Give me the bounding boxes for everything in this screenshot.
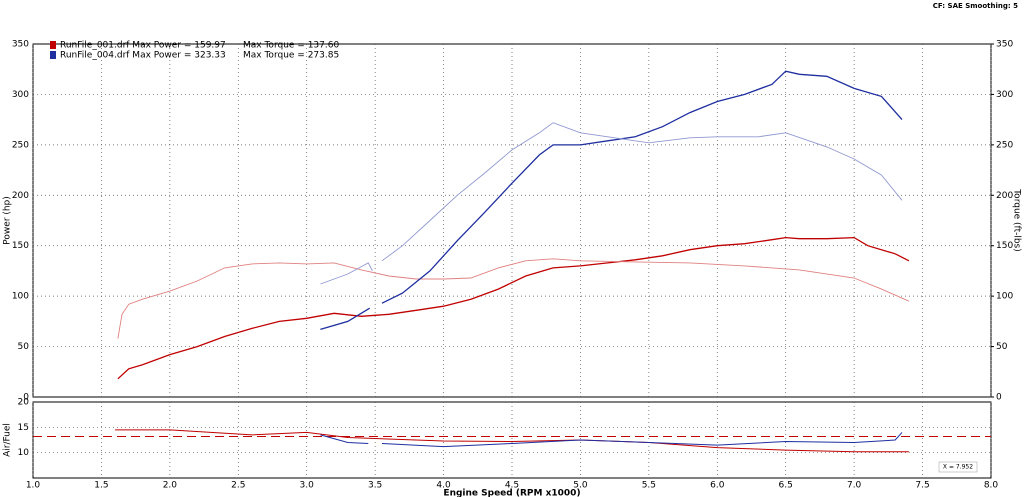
header: CF: SAE Smoothing: 5 bbox=[933, 2, 1018, 10]
x-tick-label: 1.5 bbox=[94, 481, 108, 491]
legend-text: RunFile_001.drf Max Power = 159.97 bbox=[60, 41, 226, 51]
series-line bbox=[117, 258, 910, 339]
y-tick-label: 250 bbox=[12, 140, 29, 150]
x-tick-label: 2.5 bbox=[231, 481, 245, 491]
x-tick-label: 2.0 bbox=[163, 481, 178, 491]
x-tick-label: 4.5 bbox=[505, 481, 519, 491]
x-tick-label: 3.5 bbox=[368, 481, 382, 491]
y-axis-label: Air/Fuel bbox=[3, 423, 13, 457]
x-tick-label: 6.5 bbox=[779, 481, 793, 491]
y2-tick-label: 300 bbox=[996, 90, 1013, 100]
x-axis-label: Engine Speed (RPM x1000) bbox=[443, 489, 580, 497]
y2-tick-label: 350 bbox=[996, 40, 1013, 50]
y-tick-label: 350 bbox=[12, 40, 29, 50]
series-line bbox=[320, 122, 903, 285]
y-tick-label: 50 bbox=[18, 342, 30, 352]
legend-text: Max Torque = 137.60 bbox=[243, 41, 339, 51]
legend-swatch bbox=[50, 51, 56, 59]
series-line bbox=[115, 429, 909, 453]
y-axis-label: Power (hp) bbox=[3, 196, 13, 245]
y2-tick-label: 150 bbox=[996, 241, 1013, 251]
y-tick-label: 20 bbox=[18, 398, 30, 408]
y2-tick-label: 250 bbox=[996, 140, 1013, 150]
x-tick-label: 6.0 bbox=[710, 481, 725, 491]
x-tick-label: 5.0 bbox=[573, 481, 588, 491]
y2-tick-label: 0 bbox=[996, 393, 1002, 403]
x-tick-label: 7.5 bbox=[915, 481, 929, 491]
y-tick-label: 0 bbox=[23, 393, 29, 403]
x-tick-label: 1.0 bbox=[26, 481, 41, 491]
x-tick-label: 3.0 bbox=[300, 481, 315, 491]
x-tick-label: 8.0 bbox=[984, 481, 999, 491]
annotation: X = 7.952 bbox=[943, 464, 973, 471]
y2-tick-label: 100 bbox=[996, 292, 1013, 302]
x-tick-label: 4.0 bbox=[436, 481, 451, 491]
y-tick-label: 100 bbox=[12, 292, 29, 302]
annotation-box bbox=[938, 461, 978, 473]
y-tick-label: 10 bbox=[18, 448, 30, 458]
series-line bbox=[320, 70, 903, 331]
y-tick-label: 200 bbox=[12, 191, 29, 201]
y-tick-label: 15 bbox=[18, 423, 29, 433]
x-tick-label: 7.0 bbox=[847, 481, 862, 491]
legend-text: Max Torque = 273.85 bbox=[243, 51, 339, 61]
legend-text: RunFile_004.drf Max Power = 323.33 bbox=[60, 51, 226, 61]
series-line bbox=[320, 432, 903, 448]
x-tick-label: 5.5 bbox=[642, 481, 656, 491]
y-tick-label: 300 bbox=[12, 90, 29, 100]
legend-swatch bbox=[50, 41, 56, 49]
series-line bbox=[117, 236, 910, 380]
y2-axis-label: Torque (ft-lbs) bbox=[1012, 188, 1022, 252]
y2-tick-label: 200 bbox=[996, 191, 1013, 201]
y2-tick-label: 50 bbox=[996, 342, 1008, 352]
y-tick-label: 150 bbox=[12, 241, 29, 251]
